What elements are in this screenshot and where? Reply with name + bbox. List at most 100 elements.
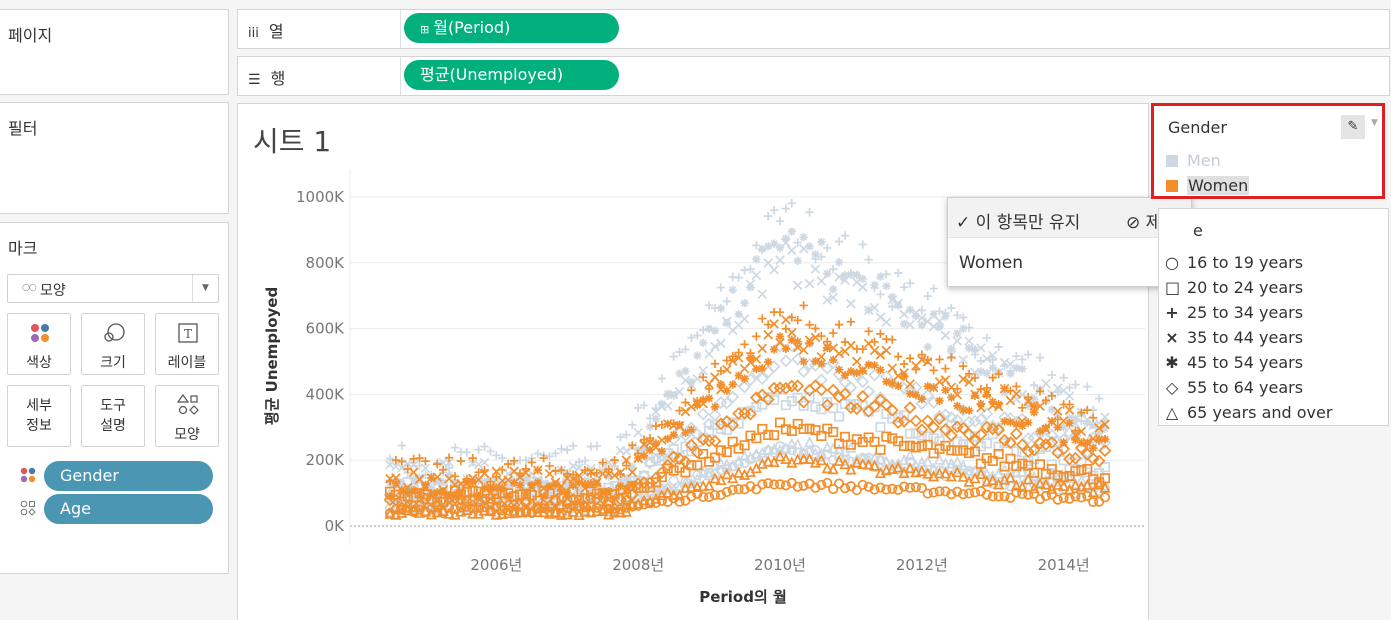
triangle-mark[interactable] xyxy=(526,505,538,518)
diamond-mark[interactable] xyxy=(838,387,852,401)
circle-mark[interactable] xyxy=(922,488,933,499)
circle-mark[interactable] xyxy=(958,489,969,500)
plus-mark[interactable] xyxy=(805,320,814,329)
triangle-mark[interactable] xyxy=(957,470,969,482)
asterisk-mark[interactable] xyxy=(563,479,572,488)
plus-mark[interactable] xyxy=(397,457,407,466)
asterisk-mark[interactable] xyxy=(817,359,826,368)
plus-mark[interactable] xyxy=(846,317,856,327)
cross-mark[interactable] xyxy=(627,467,638,478)
square-mark[interactable] xyxy=(916,430,927,441)
plus-mark[interactable] xyxy=(758,314,767,323)
square-mark[interactable] xyxy=(1034,459,1046,470)
triangle-mark[interactable] xyxy=(549,505,562,517)
square-mark[interactable] xyxy=(958,439,969,450)
diamond-mark[interactable] xyxy=(749,391,763,405)
diamond-mark[interactable] xyxy=(862,384,876,398)
triangle-mark[interactable] xyxy=(402,503,414,516)
cross-mark[interactable] xyxy=(586,467,596,477)
triangle-mark[interactable] xyxy=(1075,473,1087,486)
color-button[interactable]: 색상 xyxy=(7,313,71,375)
triangle-mark[interactable] xyxy=(916,464,928,477)
triangle-mark[interactable] xyxy=(709,472,721,484)
square-mark[interactable] xyxy=(928,433,939,444)
triangle-mark[interactable] xyxy=(762,455,774,467)
triangle-mark[interactable] xyxy=(733,466,745,478)
asterisk-mark[interactable] xyxy=(462,478,472,487)
plus-mark[interactable] xyxy=(982,333,992,343)
plus-mark[interactable] xyxy=(568,441,578,450)
plus-mark[interactable] xyxy=(645,434,655,443)
plus-mark[interactable] xyxy=(492,451,501,460)
plus-mark[interactable] xyxy=(521,456,531,465)
asterisk-mark[interactable] xyxy=(876,272,885,281)
square-mark[interactable] xyxy=(798,423,809,435)
asterisk-mark[interactable] xyxy=(663,434,672,444)
plus-mark[interactable] xyxy=(462,448,472,457)
triangle-mark[interactable] xyxy=(857,457,869,470)
asterisk-mark[interactable] xyxy=(1047,405,1057,414)
cross-mark[interactable] xyxy=(869,345,880,356)
asterisk-mark[interactable] xyxy=(1071,414,1080,424)
plus-mark[interactable] xyxy=(893,352,903,361)
asterisk-mark[interactable] xyxy=(882,281,891,291)
square-mark[interactable] xyxy=(396,496,407,507)
plus-mark[interactable] xyxy=(716,366,726,376)
triangle-mark[interactable] xyxy=(880,463,892,476)
cross-mark[interactable] xyxy=(1100,412,1110,422)
triangle-mark[interactable] xyxy=(886,458,898,470)
asterisk-mark[interactable] xyxy=(527,480,537,490)
square-mark[interactable] xyxy=(804,391,815,402)
diamond-mark[interactable] xyxy=(424,493,438,507)
plus-mark[interactable] xyxy=(1035,353,1045,362)
cross-mark[interactable] xyxy=(922,357,933,367)
triangle-mark[interactable] xyxy=(626,498,638,510)
asterisk-mark[interactable] xyxy=(539,492,548,501)
circle-mark[interactable] xyxy=(1070,491,1081,502)
cross-mark[interactable] xyxy=(846,298,856,309)
diamond-mark[interactable] xyxy=(395,501,409,515)
asterisk-mark[interactable] xyxy=(823,343,832,353)
plus-mark[interactable] xyxy=(681,398,690,407)
plus-mark[interactable] xyxy=(498,465,507,475)
triangle-mark[interactable] xyxy=(384,507,396,519)
cross-mark[interactable] xyxy=(769,319,779,329)
circle-mark[interactable] xyxy=(1040,490,1051,502)
triangle-mark[interactable] xyxy=(768,443,780,455)
asterisk-mark[interactable] xyxy=(947,393,956,402)
square-mark[interactable] xyxy=(834,438,845,449)
square-mark[interactable] xyxy=(774,417,786,428)
square-mark[interactable] xyxy=(780,424,791,435)
asterisk-mark[interactable] xyxy=(409,486,418,495)
cross-mark[interactable] xyxy=(1023,396,1033,407)
asterisk-mark[interactable] xyxy=(580,479,590,489)
plus-mark[interactable] xyxy=(834,237,844,246)
plus-mark[interactable] xyxy=(616,432,625,442)
asterisk-mark[interactable] xyxy=(858,274,867,284)
plus-mark[interactable] xyxy=(858,344,867,354)
asterisk-mark[interactable] xyxy=(728,380,737,389)
cross-mark[interactable] xyxy=(881,317,892,327)
diamond-mark[interactable] xyxy=(921,414,935,428)
triangle-mark[interactable] xyxy=(567,505,579,517)
diamond-mark[interactable] xyxy=(856,390,870,403)
diamond-mark[interactable] xyxy=(643,456,657,470)
asterisk-mark[interactable] xyxy=(409,475,418,484)
asterisk-mark[interactable] xyxy=(758,364,767,373)
asterisk-mark[interactable] xyxy=(953,401,962,411)
circle-mark[interactable] xyxy=(709,489,721,501)
diamond-mark[interactable] xyxy=(891,416,905,429)
asterisk-mark[interactable] xyxy=(687,425,696,434)
asterisk-mark[interactable] xyxy=(781,234,791,243)
asterisk-mark[interactable] xyxy=(941,312,950,321)
cross-mark[interactable] xyxy=(952,336,963,346)
circle-mark[interactable] xyxy=(627,501,638,512)
diamond-mark[interactable] xyxy=(1009,427,1023,441)
square-mark[interactable] xyxy=(952,445,963,456)
asterisk-mark[interactable] xyxy=(1006,369,1015,378)
triangle-mark[interactable] xyxy=(886,462,898,474)
diamond-mark[interactable] xyxy=(962,427,976,441)
square-mark[interactable] xyxy=(887,433,898,444)
circle-mark[interactable] xyxy=(774,479,786,490)
triangle-mark[interactable] xyxy=(857,451,869,463)
